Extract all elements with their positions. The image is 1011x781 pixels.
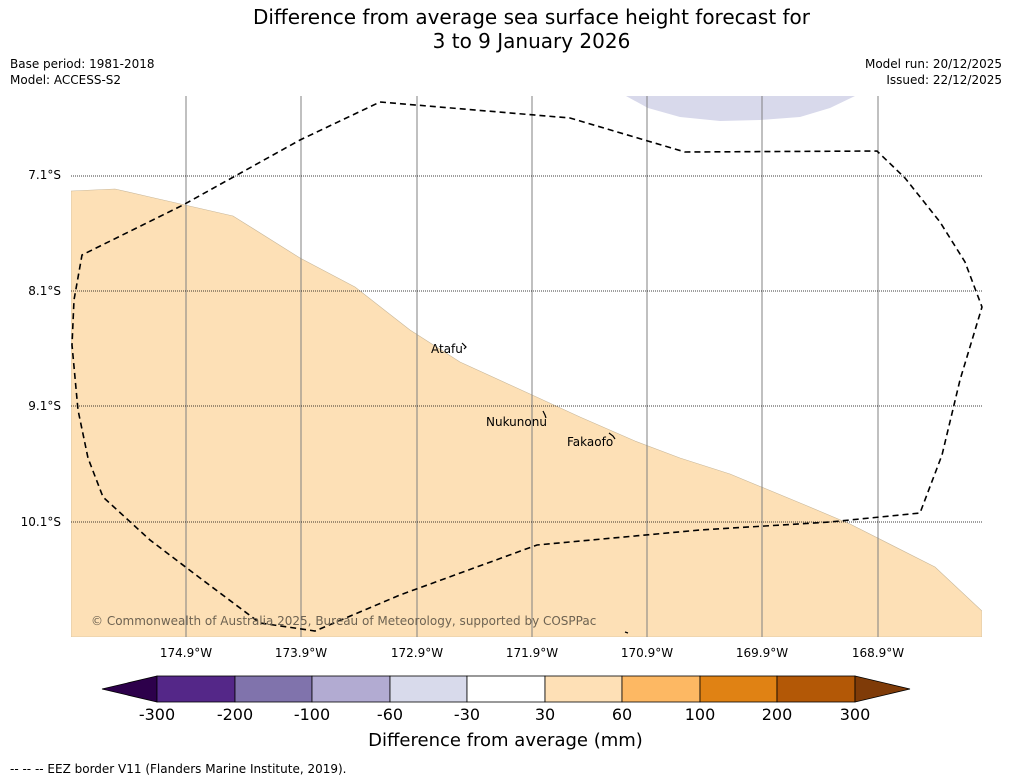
- lon-label: 169.9°W: [735, 646, 789, 660]
- colorbar-tick: -30: [453, 705, 481, 724]
- colorbar-tick: -200: [216, 705, 254, 724]
- colorbar-tick: 30: [534, 705, 556, 724]
- colorbar-tick: 60: [611, 705, 633, 724]
- colorbar-segment: [311, 675, 391, 703]
- meta-left: Base period: 1981-2018 Model: ACCESS-S2: [10, 56, 155, 88]
- colorbar-tick: -100: [293, 705, 331, 724]
- lon-label: 172.9°W: [390, 646, 444, 660]
- meta-right: Model run: 20/12/2025 Issued: 22/12/2025: [865, 56, 1002, 88]
- model-name: Model: ACCESS-S2: [10, 73, 122, 87]
- lon-label: 170.9°W: [620, 646, 674, 660]
- title-line-2: 3 to 9 January 2026: [432, 29, 631, 53]
- eez-border: [71, 101, 983, 632]
- colorbar-segment: [699, 675, 778, 703]
- copyright-notice: © Commonwealth of Australia 2025, Bureau…: [91, 614, 597, 628]
- issued-date: Issued: 22/12/2025: [886, 73, 1002, 87]
- colorbar-segment: [776, 675, 856, 703]
- colorbar-label: Difference from average (mm): [368, 730, 643, 751]
- colorbar-extend-low: [101, 675, 158, 703]
- colorbar-tick: 300: [839, 705, 871, 724]
- colorbar-tick: -60: [376, 705, 404, 724]
- colorbar-segment: [389, 675, 468, 703]
- chart-title: Difference from average sea surface heig…: [0, 5, 1011, 53]
- lat-label: 10.1°S: [20, 515, 61, 529]
- lon-label: 168.9°W: [851, 646, 905, 660]
- fakaofo-atoll: [608, 432, 616, 440]
- longitude-gridlines: [185, 96, 879, 637]
- place-label-nukunonu: Nukunonu: [486, 415, 547, 429]
- atoll-shapes: [461, 342, 629, 634]
- lon-label: 174.9°W: [159, 646, 213, 660]
- lat-label: 7.1°S: [28, 168, 61, 182]
- colorbar-tick: 100: [684, 705, 716, 724]
- model-run: Model run: 20/12/2025: [864, 57, 1002, 71]
- lat-label: 9.1°S: [28, 399, 61, 413]
- place-label-fakaofo: Fakaofo: [567, 435, 614, 449]
- lat-label: 8.1°S: [28, 284, 61, 298]
- colorbar-segment: [234, 675, 313, 703]
- place-label-atafu: Atafu: [431, 342, 463, 356]
- nukunonu-atoll: [542, 410, 547, 419]
- colorbar-tick: 200: [761, 705, 793, 724]
- colorbar-segment: [156, 675, 236, 703]
- atafu-atoll: [461, 342, 467, 350]
- negative-anomaly-region: [626, 96, 855, 121]
- colorbar-segment: [621, 675, 701, 703]
- swains-island: [624, 631, 629, 634]
- eez-legend: -- -- -- EEZ border V11 (Flanders Marine…: [10, 762, 347, 776]
- base-period: Base period: 1981-2018: [10, 57, 155, 71]
- colorbar-extend-high: [854, 675, 911, 703]
- colorbar-segment: [466, 675, 546, 703]
- title-line-1: Difference from average sea surface heig…: [252, 5, 811, 29]
- lon-label: 173.9°W: [274, 646, 328, 660]
- colorbar-tick: -300: [138, 705, 176, 724]
- lon-label: 171.9°W: [505, 646, 559, 660]
- colorbar-segment: [544, 675, 623, 703]
- positive-anomaly-region: [71, 188, 982, 637]
